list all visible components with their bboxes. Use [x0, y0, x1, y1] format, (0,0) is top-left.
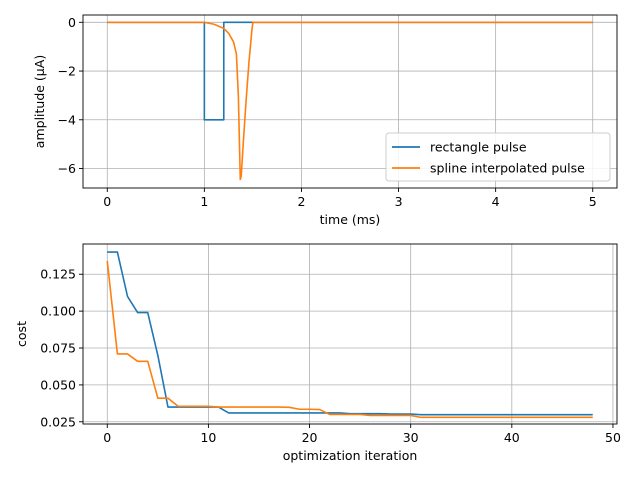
x-tick-label: 4 — [492, 194, 500, 209]
legend: rectangle pulse spline interpolated pulse — [385, 132, 611, 182]
x-tick-label: 1 — [200, 194, 208, 209]
y-tick-label: −4 — [58, 112, 76, 127]
cost-chart: 0 10 20 30 40 50 0.025 0.050 0.075 0.100 0.125 opti… — [14, 243, 621, 463]
legend-box — [385, 132, 611, 182]
y-tick-label: −6 — [58, 161, 76, 176]
amplitude-chart: 0 1 2 3 4 5 0 −2 −4 −6 time (ms) amplitude (µA) rect… — [32, 14, 618, 227]
y-tick-label: 0 — [68, 15, 76, 30]
x-tick-label: 0 — [103, 430, 111, 445]
x-tick-label: 50 — [605, 430, 621, 445]
y-axis-label: cost — [14, 321, 29, 347]
y-tick-label: 0.075 — [40, 341, 76, 356]
x-axis-label: time (ms) — [320, 212, 381, 227]
x-tick-label: 2 — [297, 194, 305, 209]
y-tick-label: 0.100 — [40, 304, 76, 319]
y-tick-label: 0.125 — [40, 267, 76, 282]
x-tick-label: 0 — [103, 194, 111, 209]
series-line-1 — [106, 260, 593, 419]
y-tick-label: −2 — [58, 64, 76, 79]
series-line-1 — [107, 21, 593, 181]
axes-frame — [82, 243, 618, 425]
y-tick-label: 0.025 — [40, 414, 76, 429]
legend-label-1: spline interpolated pulse — [430, 161, 585, 176]
y-tick-label: 0.050 — [40, 377, 76, 392]
x-tick-label: 10 — [200, 430, 216, 445]
y-axis-label: amplitude (µA) — [32, 55, 47, 148]
x-tick-label: 20 — [302, 430, 318, 445]
x-tick-label: 3 — [395, 194, 403, 209]
legend-label-0: rectangle pulse — [430, 140, 527, 155]
x-tick-label: 40 — [504, 430, 520, 445]
axes-frame — [82, 14, 618, 189]
x-tick-label: 5 — [589, 194, 597, 209]
x-axis-label: optimization iteration — [283, 448, 418, 463]
x-tick-label: 30 — [403, 430, 419, 445]
